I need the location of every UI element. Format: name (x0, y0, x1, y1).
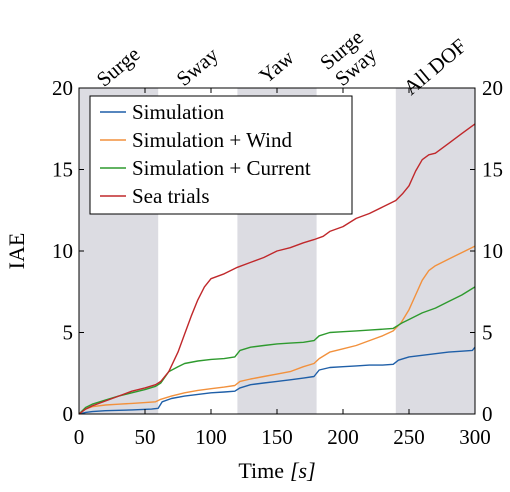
y-tick-label-right: 10 (482, 239, 503, 263)
legend-label-4: Sea trials (132, 184, 210, 208)
series-line-2 (78, 245, 476, 415)
x-tick-label: 300 (459, 425, 491, 449)
x-axis-unit: [s] (290, 458, 316, 483)
legend-box (89, 95, 353, 215)
segment-label-text: Surge (92, 42, 145, 92)
series-line-4 (78, 123, 476, 415)
series-line-1 (78, 346, 476, 415)
legend: Simulation Simulation + Wind Simulation + … (89, 95, 353, 215)
y-tick-label: 0 (63, 402, 74, 426)
x-tick-label: 100 (195, 425, 227, 449)
x-tick-label: 200 (327, 425, 359, 449)
y-tick-label: 15 (52, 158, 73, 182)
shaded-interval-3 (395, 88, 475, 414)
y-tick-label-right: 5 (482, 321, 493, 345)
legend-label-2: Simulation + Wind (132, 128, 292, 152)
y-tick-label-right: 20 (482, 76, 503, 100)
segment-label-text: Yaw (254, 45, 299, 88)
y-tick-label: 5 (63, 321, 74, 345)
series-lines (78, 123, 476, 415)
y-tick-label-right: 15 (482, 158, 503, 182)
x-tick-label: 150 (261, 425, 293, 449)
y-tick-label: 20 (52, 76, 73, 100)
segment-label-text: Sway (172, 42, 224, 91)
x-axis-title: Time [s] (238, 458, 315, 483)
x-tick-label: 0 (74, 425, 85, 449)
segment-label-2: Sway (172, 42, 224, 91)
x-axis-title-text: Time (238, 458, 284, 483)
x-tick-label: 50 (135, 425, 156, 449)
y-axis-title: IAE (4, 233, 29, 270)
segment-label-3: Yaw (254, 45, 299, 88)
legend-label-3: Simulation + Current (132, 156, 311, 180)
legend-label-1: Simulation (132, 100, 225, 124)
y-tick-label-right: 0 (482, 402, 493, 426)
y-tick-label: 10 (52, 239, 73, 263)
series-line-3 (78, 286, 476, 415)
segment-label-1: Surge (92, 42, 145, 92)
axis-titles: Time [s] IAE (4, 233, 316, 483)
x-tick-label: 250 (393, 425, 425, 449)
